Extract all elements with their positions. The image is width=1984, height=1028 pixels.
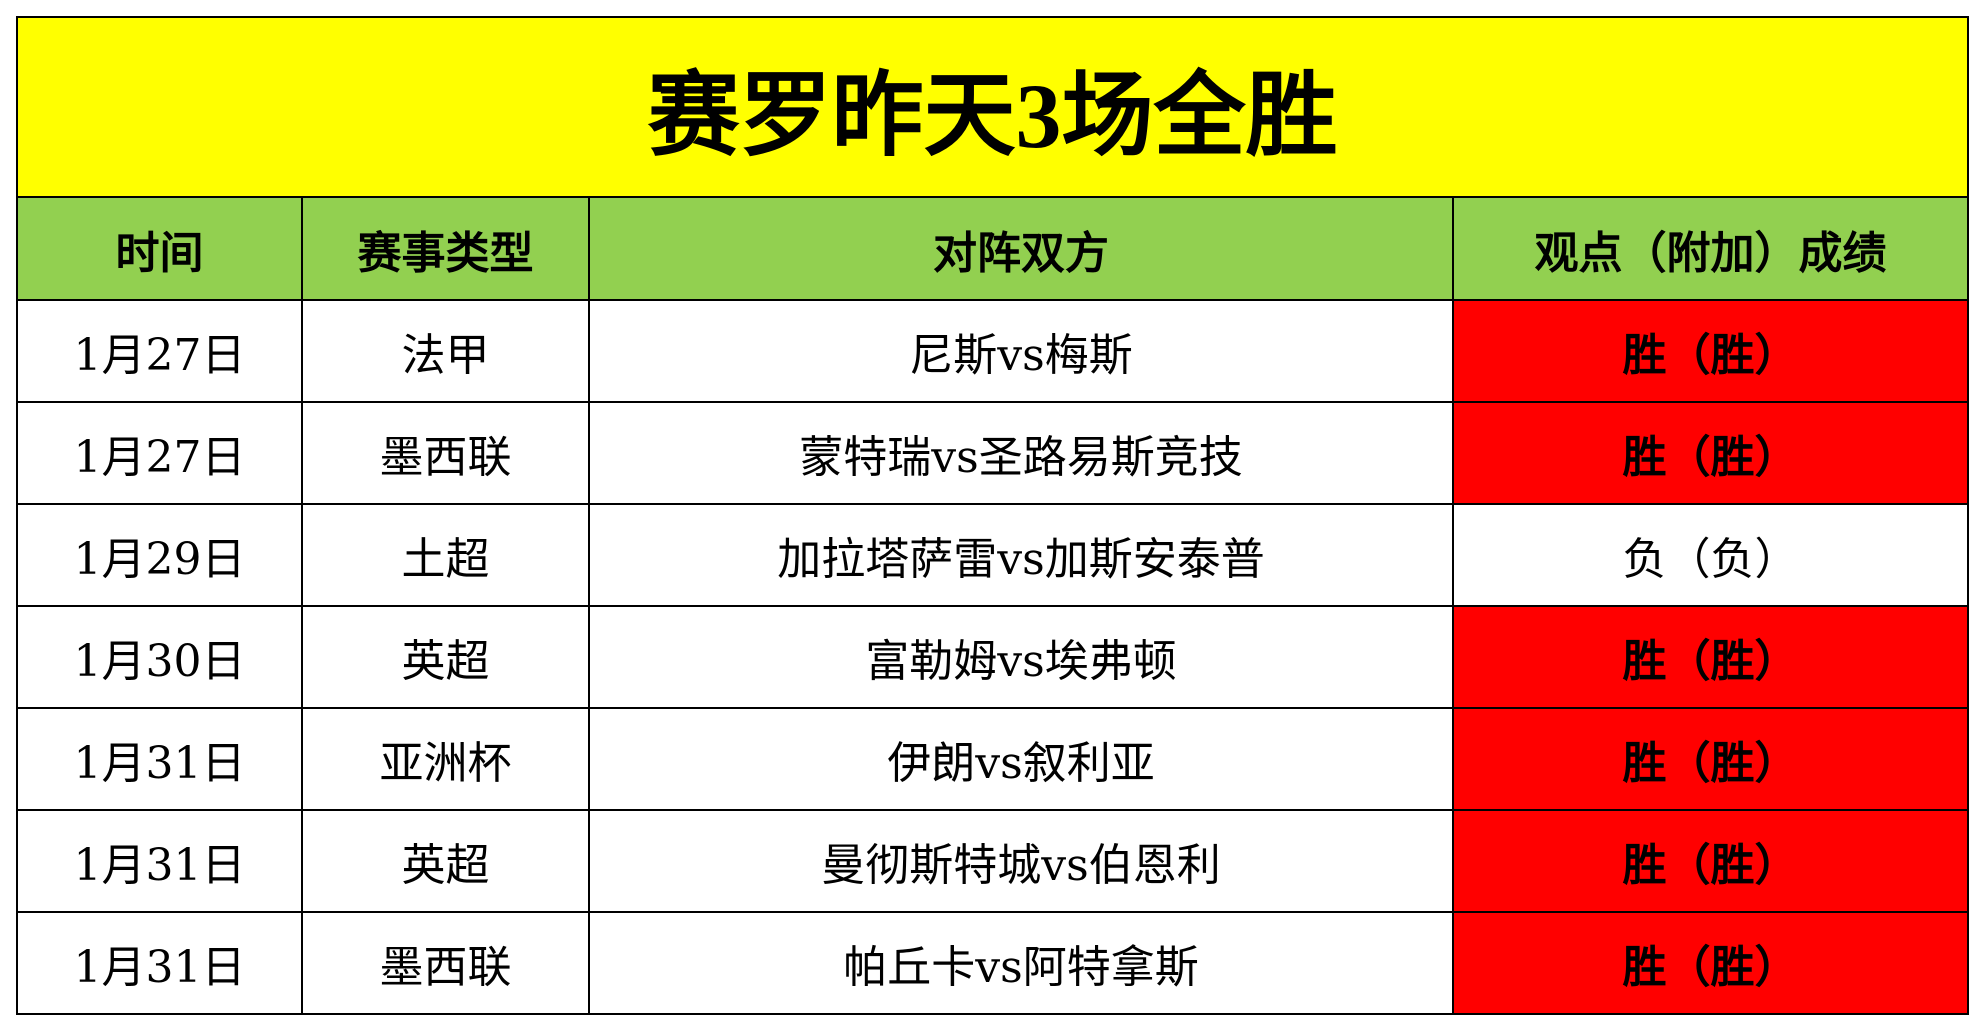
header-cell: 赛事类型 — [301, 196, 590, 301]
result-cell: 胜（胜） — [1451, 605, 1970, 709]
data-cell: 伊朗vs叙利亚 — [588, 707, 1454, 811]
data-cell: 土超 — [301, 503, 590, 607]
data-cell: 1月30日 — [16, 605, 303, 709]
header-cell: 对阵双方 — [588, 196, 1454, 301]
data-cell: 1月31日 — [16, 809, 303, 913]
data-row: 1月30日 英超 富勒姆vs埃弗顿 胜（胜） — [16, 605, 1970, 709]
data-cell: 1月27日 — [16, 401, 303, 505]
result-cell: 胜（胜） — [1451, 707, 1970, 811]
result-cell: 胜（胜） — [1451, 911, 1970, 1015]
result-cell: 胜（胜） — [1451, 401, 1970, 505]
data-row: 1月29日 土超 加拉塔萨雷vs加斯安泰普 负（负） — [16, 503, 1970, 607]
data-cell: 英超 — [301, 809, 590, 913]
data-cell: 墨西联 — [301, 401, 590, 505]
data-cell: 加拉塔萨雷vs加斯安泰普 — [588, 503, 1454, 607]
data-cell: 法甲 — [301, 299, 590, 403]
data-cell: 1月31日 — [16, 707, 303, 811]
data-cell: 曼彻斯特城vs伯恩利 — [588, 809, 1454, 913]
data-cell: 英超 — [301, 605, 590, 709]
data-cell: 墨西联 — [301, 911, 590, 1015]
result-cell: 胜（胜） — [1451, 809, 1970, 913]
data-cell: 1月27日 — [16, 299, 303, 403]
data-cell: 帕丘卡vs阿特拿斯 — [588, 911, 1454, 1015]
data-row: 1月31日 亚洲杯 伊朗vs叙利亚 胜（胜） — [16, 707, 1970, 811]
table-title: 赛罗昨天3场全胜 — [15, 16, 1970, 198]
data-cell: 富勒姆vs埃弗顿 — [588, 605, 1454, 709]
data-row: 1月31日 墨西联 帕丘卡vs阿特拿斯 胜（胜） — [16, 911, 1970, 1015]
data-cell: 1月29日 — [16, 503, 303, 607]
data-cell: 尼斯vs梅斯 — [588, 299, 1454, 403]
header-row: 时间 赛事类型 对阵双方 观点（附加）成绩 — [16, 196, 1970, 301]
header-cell: 时间 — [16, 196, 303, 301]
data-cell: 1月31日 — [16, 911, 303, 1015]
result-cell: 负（负） — [1451, 503, 1970, 607]
result-cell: 胜（胜） — [1451, 299, 1970, 403]
results-table: 赛罗昨天3场全胜 时间 赛事类型 对阵双方 观点（附加）成绩 1月27日 法甲 尼斯vs梅斯… — [15, 16, 1970, 1015]
data-row: 1月27日 墨西联 蒙特瑞vs圣路易斯竞技 胜（胜） — [16, 401, 1970, 505]
data-cell: 蒙特瑞vs圣路易斯竞技 — [588, 401, 1454, 505]
header-cell: 观点（附加）成绩 — [1451, 196, 1970, 301]
data-row: 1月27日 法甲 尼斯vs梅斯 胜（胜） — [16, 299, 1970, 403]
data-cell: 亚洲杯 — [301, 707, 590, 811]
data-row: 1月31日 英超 曼彻斯特城vs伯恩利 胜（胜） — [16, 809, 1970, 913]
